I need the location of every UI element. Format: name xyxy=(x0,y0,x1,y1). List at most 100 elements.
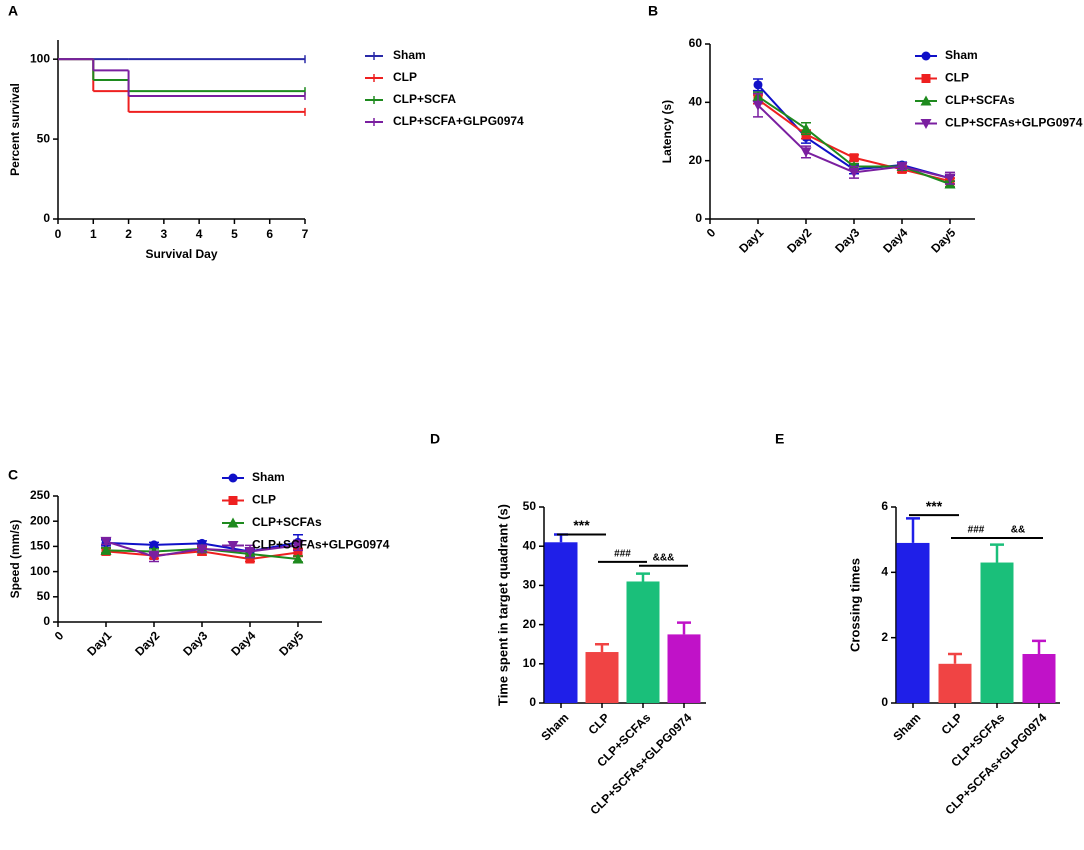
panel-label: B xyxy=(648,3,658,19)
y-tick-label: 100 xyxy=(30,51,50,65)
marker xyxy=(921,74,931,83)
y-axis-label: Speed (mm/s) xyxy=(8,520,22,599)
y-tick-label: 0 xyxy=(43,614,50,628)
x-tick-label: Day2 xyxy=(132,628,162,658)
error-bar xyxy=(906,517,920,543)
marker xyxy=(245,554,255,564)
y-tick-label: 40 xyxy=(523,538,537,552)
significance-label: *** xyxy=(926,498,943,514)
x-tick-label: Day2 xyxy=(784,225,814,255)
legend-label: CLP xyxy=(252,493,276,507)
bar xyxy=(626,581,660,703)
y-axis-label: Crossing times xyxy=(847,558,862,652)
marker xyxy=(920,95,932,106)
x-tick-label: 2 xyxy=(125,227,132,241)
legend-label: CLP+SCFA xyxy=(393,92,456,106)
legend-label: CLP+SCFAs xyxy=(252,515,322,529)
error-bar xyxy=(554,533,568,543)
bar xyxy=(938,663,972,703)
y-tick-label: 20 xyxy=(689,153,703,167)
y-axis-label: Percent survival xyxy=(8,83,22,176)
x-tick-label: Day5 xyxy=(276,628,306,658)
marker xyxy=(149,540,159,550)
x-tick-label: 0 xyxy=(52,628,67,643)
marker xyxy=(100,544,112,555)
x-tick-label: 4 xyxy=(196,227,203,241)
y-tick-label: 20 xyxy=(523,617,537,631)
x-tick-label: 1 xyxy=(90,227,97,241)
y-tick-label: 0 xyxy=(881,695,888,709)
x-tick-label: 0 xyxy=(55,227,62,241)
panel-label: A xyxy=(8,3,18,19)
marker xyxy=(227,517,239,528)
legend-label: CLP xyxy=(393,70,417,84)
y-tick-label: 50 xyxy=(37,131,51,145)
x-tick-label: Sham xyxy=(890,710,923,743)
panel-label: D xyxy=(430,431,440,447)
marker xyxy=(293,547,303,557)
y-tick-label: 100 xyxy=(30,564,50,578)
x-tick-label: 5 xyxy=(231,227,238,241)
x-tick-label: 0 xyxy=(704,225,719,240)
error-bar xyxy=(990,543,1004,563)
x-tick-label: Day5 xyxy=(928,225,958,255)
x-tick-label: Day3 xyxy=(180,628,210,658)
legend-label: Sham xyxy=(393,48,426,62)
marker xyxy=(848,167,860,178)
x-tick-label: Day3 xyxy=(832,225,862,255)
legend-label: CLP+SCFAs xyxy=(945,93,1015,107)
y-axis-label: Latency (s) xyxy=(660,100,674,163)
marker xyxy=(920,119,932,129)
x-tick-label: Day1 xyxy=(84,628,114,658)
x-tick-label: Day4 xyxy=(880,225,910,255)
marker xyxy=(921,51,931,61)
marker xyxy=(244,546,256,557)
y-tick-label: 50 xyxy=(37,589,51,603)
legend-label: Sham xyxy=(252,470,285,484)
error-bar xyxy=(636,572,650,582)
bar xyxy=(667,634,701,703)
bar xyxy=(980,562,1014,703)
significance-label: ### xyxy=(614,549,631,560)
significance-label: *** xyxy=(573,517,590,533)
marker xyxy=(944,173,956,184)
significance-label: &&& xyxy=(653,552,675,563)
y-tick-label: 30 xyxy=(523,578,537,592)
y-tick-label: 2 xyxy=(881,630,888,644)
y-tick-label: 10 xyxy=(523,656,537,670)
y-tick-label: 60 xyxy=(689,36,703,50)
y-tick-label: 150 xyxy=(30,539,50,553)
panel-label: E xyxy=(775,431,784,447)
x-tick-label: 3 xyxy=(161,227,168,241)
x-tick-label: Day1 xyxy=(736,225,766,255)
bar xyxy=(544,542,578,703)
marker xyxy=(228,496,238,505)
x-tick-label: CLP xyxy=(938,710,965,737)
y-tick-label: 6 xyxy=(881,499,888,513)
y-tick-label: 0 xyxy=(43,211,50,225)
x-axis-label: Survival Day xyxy=(145,247,217,261)
y-tick-label: 0 xyxy=(695,211,702,225)
marker xyxy=(100,536,112,547)
marker xyxy=(800,123,812,134)
legend-label: CLP+SCFAs+GLPG0974 xyxy=(252,538,390,552)
panel-label: C xyxy=(8,467,18,483)
legend-label: Sham xyxy=(945,48,978,62)
marker xyxy=(292,553,304,564)
y-tick-label: 40 xyxy=(689,95,703,109)
x-tick-label: CLP xyxy=(585,710,612,737)
error-bar xyxy=(948,652,962,664)
error-bar xyxy=(677,621,691,635)
marker xyxy=(896,162,908,172)
marker xyxy=(752,100,764,111)
y-tick-label: 4 xyxy=(881,565,888,579)
error-bar xyxy=(595,642,609,653)
legend-label: CLP+SCFA+GLPG0974 xyxy=(393,114,524,128)
marker xyxy=(196,544,208,555)
y-tick-label: 50 xyxy=(523,499,537,513)
x-tick-label: Sham xyxy=(538,710,571,743)
marker xyxy=(292,540,304,551)
x-tick-label: 6 xyxy=(266,227,273,241)
x-tick-label: 7 xyxy=(302,227,309,241)
